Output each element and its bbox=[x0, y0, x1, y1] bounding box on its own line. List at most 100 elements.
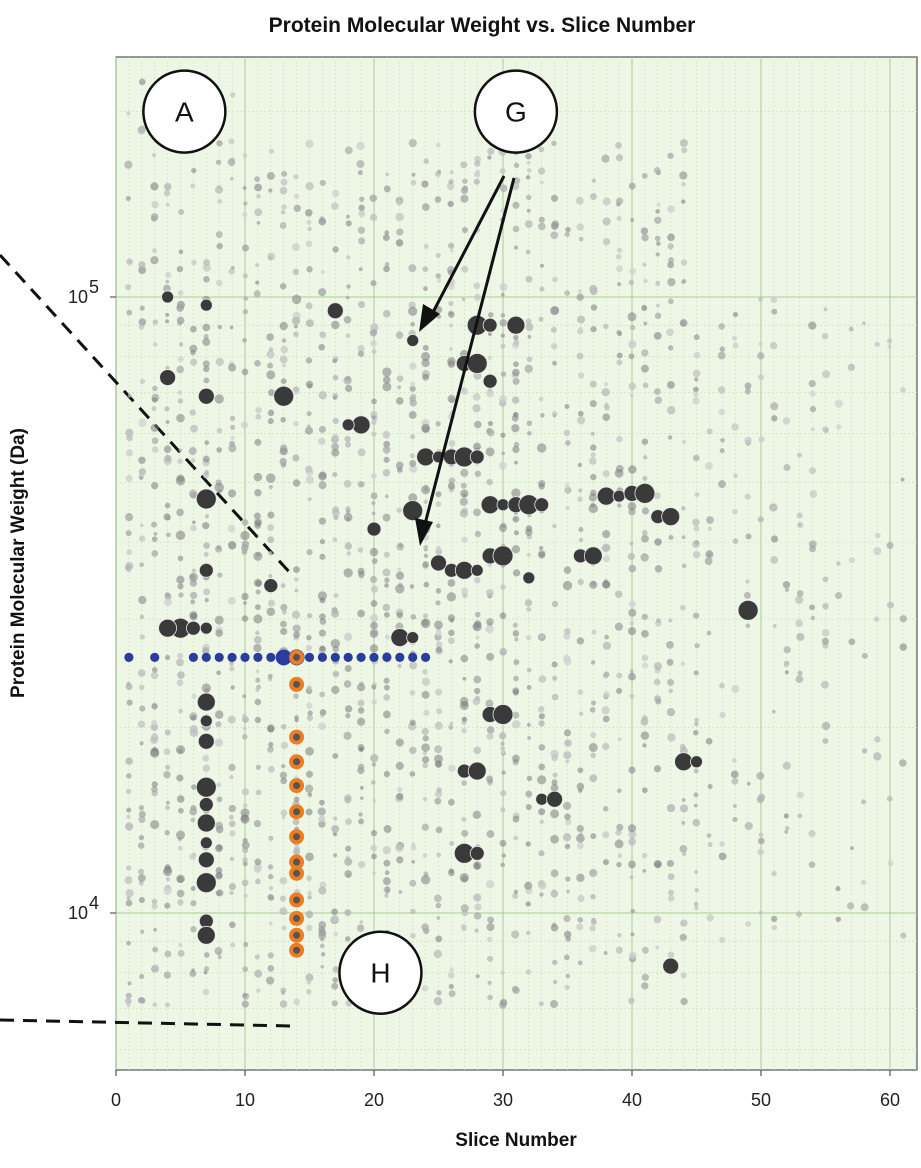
data-point-gray bbox=[513, 530, 519, 536]
data-point-dark bbox=[196, 925, 216, 945]
data-point-gray bbox=[796, 632, 805, 641]
data-point-gray bbox=[408, 264, 417, 273]
data-point-gray bbox=[809, 405, 817, 413]
data-point-gray bbox=[203, 365, 210, 373]
data-point-gray bbox=[630, 908, 635, 914]
data-point-gray bbox=[499, 839, 507, 847]
data-point-gray bbox=[552, 959, 558, 966]
data-point-gray bbox=[823, 307, 828, 312]
data-point-gray bbox=[757, 516, 764, 523]
data-point-gray bbox=[345, 333, 351, 339]
data-point-gray bbox=[550, 834, 559, 844]
data-point-gray bbox=[641, 662, 649, 669]
data-point-orange-core bbox=[293, 869, 301, 877]
data-point-gray bbox=[795, 595, 804, 604]
data-point-gray bbox=[422, 266, 429, 272]
data-point-gray bbox=[577, 894, 585, 903]
data-point-gray bbox=[512, 711, 520, 719]
data-point-gray bbox=[229, 665, 235, 672]
data-point-gray bbox=[421, 923, 429, 931]
data-point-dark bbox=[197, 851, 215, 869]
data-point-gray bbox=[500, 343, 506, 349]
data-point-gray bbox=[331, 320, 340, 330]
data-point-gray bbox=[421, 743, 430, 752]
data-point-gray bbox=[538, 850, 545, 857]
data-point-gray bbox=[333, 514, 339, 521]
data-point-gray bbox=[513, 835, 519, 841]
data-point-gray bbox=[782, 581, 791, 589]
data-point-gray bbox=[217, 324, 222, 330]
data-point-gray bbox=[668, 618, 673, 623]
data-point-gray bbox=[151, 446, 159, 453]
data-point-gray bbox=[333, 816, 338, 821]
data-point-gray bbox=[253, 472, 263, 482]
data-point-gray bbox=[822, 370, 831, 379]
data-point-gray bbox=[254, 716, 262, 724]
data-point-gray bbox=[176, 774, 184, 782]
data-point-gray bbox=[681, 147, 688, 154]
data-point-dark bbox=[661, 507, 681, 527]
data-point-gray bbox=[423, 553, 429, 559]
data-point-gray bbox=[602, 217, 611, 226]
data-point-gray bbox=[228, 138, 235, 145]
data-point-gray bbox=[254, 519, 262, 527]
data-point-gray bbox=[254, 698, 262, 706]
data-point-gray bbox=[305, 139, 314, 148]
data-point-gray bbox=[500, 741, 505, 746]
data-point-gray bbox=[229, 775, 234, 780]
data-point-gray bbox=[681, 182, 686, 187]
data-point-dark bbox=[199, 714, 213, 728]
data-point-gray bbox=[306, 424, 311, 429]
data-point-gray bbox=[499, 319, 508, 327]
data-point-blue bbox=[124, 652, 134, 662]
data-point-gray bbox=[591, 700, 597, 706]
data-point-gray bbox=[642, 530, 648, 536]
data-point-gray bbox=[165, 764, 171, 770]
data-point-gray bbox=[229, 890, 234, 896]
data-point-gray bbox=[267, 255, 273, 261]
data-point-gray bbox=[614, 468, 624, 478]
data-point-gray bbox=[512, 630, 520, 637]
data-point-gray bbox=[344, 146, 353, 155]
data-point-gray bbox=[216, 670, 221, 675]
data-point-gray bbox=[447, 201, 454, 207]
data-point-gray bbox=[281, 170, 288, 177]
data-point-gray bbox=[190, 817, 196, 823]
data-point-gray bbox=[629, 267, 636, 275]
data-point-gray bbox=[228, 882, 237, 891]
data-point-gray bbox=[331, 915, 339, 923]
data-point-gray bbox=[809, 490, 818, 498]
data-point-gray bbox=[150, 671, 159, 680]
data-point-gray bbox=[151, 200, 159, 209]
data-point-gray bbox=[693, 454, 700, 462]
data-point-gray bbox=[435, 629, 442, 637]
data-point-gray bbox=[409, 584, 415, 589]
y-tick-label: 10 bbox=[68, 903, 88, 923]
data-point-gray bbox=[448, 300, 454, 307]
data-point-gray bbox=[215, 721, 222, 728]
data-point-gray bbox=[280, 777, 288, 785]
data-point-gray bbox=[706, 914, 714, 922]
data-point-gray bbox=[513, 334, 519, 341]
data-point-gray bbox=[178, 592, 184, 598]
data-point-gray bbox=[255, 413, 262, 420]
data-point-gray bbox=[151, 482, 159, 490]
data-point-gray bbox=[849, 846, 854, 851]
data-point-blue bbox=[395, 652, 405, 662]
data-point-gray bbox=[318, 929, 327, 937]
data-point-gray bbox=[525, 790, 533, 798]
data-point-gray bbox=[694, 377, 699, 382]
data-point-gray bbox=[681, 821, 686, 825]
data-point-gray bbox=[242, 273, 248, 279]
data-point-gray bbox=[474, 687, 481, 695]
data-point-gray bbox=[641, 172, 648, 179]
data-point-blue bbox=[330, 652, 340, 662]
data-point-gray bbox=[667, 381, 675, 389]
data-point-gray bbox=[461, 716, 467, 722]
data-point-gray bbox=[152, 732, 158, 738]
data-point-dark bbox=[470, 563, 484, 577]
data-point-gray bbox=[266, 976, 275, 985]
data-point-gray bbox=[499, 732, 507, 740]
data-point-gray bbox=[513, 162, 520, 168]
data-point-gray bbox=[666, 641, 674, 649]
